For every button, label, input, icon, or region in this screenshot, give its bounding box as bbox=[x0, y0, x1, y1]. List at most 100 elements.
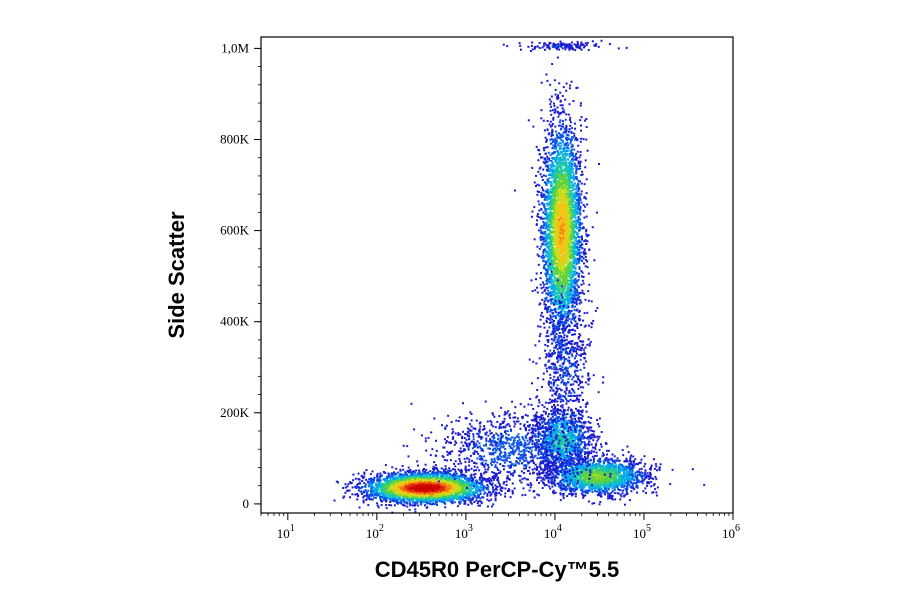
event-dot bbox=[584, 298, 587, 301]
event-dot bbox=[388, 491, 391, 494]
event-dot bbox=[401, 493, 404, 496]
event-dot bbox=[415, 480, 418, 483]
event-dot bbox=[439, 492, 442, 495]
event-dot bbox=[366, 492, 369, 494]
event-dot bbox=[580, 174, 583, 176]
event-dot bbox=[450, 497, 453, 500]
event-dot bbox=[550, 283, 553, 286]
event-dot bbox=[434, 493, 437, 496]
event-dot bbox=[550, 195, 553, 198]
event-dot bbox=[448, 494, 451, 497]
event-dot bbox=[497, 476, 500, 479]
event-dot bbox=[490, 498, 493, 501]
event-dot bbox=[390, 487, 392, 490]
event-dot bbox=[431, 493, 434, 496]
event-dot bbox=[569, 312, 572, 315]
event-dot bbox=[450, 494, 453, 497]
event-dot bbox=[430, 481, 432, 484]
event-dot bbox=[390, 504, 393, 507]
event-dot bbox=[563, 310, 566, 313]
event-dot bbox=[383, 484, 386, 487]
event-dot bbox=[429, 470, 432, 473]
event-dot bbox=[376, 504, 379, 507]
event-dot bbox=[397, 482, 400, 485]
event-dot bbox=[461, 490, 464, 493]
event-dot bbox=[387, 481, 390, 484]
event-dot bbox=[404, 471, 406, 474]
event-dot bbox=[456, 505, 459, 508]
event-dot bbox=[376, 479, 378, 482]
event-dot bbox=[544, 343, 547, 346]
event-dot bbox=[552, 116, 555, 119]
event-dot bbox=[455, 494, 458, 496]
event-dot bbox=[368, 496, 371, 499]
event-dot bbox=[367, 489, 370, 492]
event-dot bbox=[500, 490, 503, 492]
event-dot bbox=[434, 464, 437, 467]
event-dot bbox=[460, 490, 463, 493]
event-dot bbox=[437, 493, 440, 496]
event-dot bbox=[578, 295, 581, 298]
event-dot bbox=[398, 488, 401, 490]
event-dot bbox=[399, 482, 402, 485]
event-dot bbox=[585, 215, 588, 218]
event-dot bbox=[548, 273, 551, 276]
event-dot bbox=[455, 482, 458, 485]
event-dot bbox=[415, 502, 418, 505]
event-dot bbox=[483, 492, 486, 495]
event-dot bbox=[552, 362, 555, 365]
event-dot bbox=[572, 136, 575, 139]
event-dot bbox=[561, 95, 564, 97]
event-dot bbox=[363, 475, 366, 478]
event-dot bbox=[469, 487, 472, 490]
event-dot bbox=[365, 469, 368, 471]
event-dot bbox=[545, 279, 548, 282]
event-dot bbox=[560, 125, 563, 128]
event-dot bbox=[420, 483, 423, 486]
event-dot bbox=[391, 493, 393, 496]
event-dot bbox=[571, 260, 574, 263]
event-dot bbox=[405, 472, 408, 475]
event-dot bbox=[348, 489, 351, 492]
event-dot bbox=[402, 491, 405, 494]
event-dot bbox=[458, 500, 461, 503]
event-dot bbox=[567, 147, 570, 150]
event-dot bbox=[569, 142, 572, 145]
event-dot bbox=[369, 498, 372, 501]
event-dot bbox=[465, 470, 468, 473]
event-dot bbox=[540, 311, 543, 314]
event-dot bbox=[412, 504, 415, 507]
event-dot bbox=[372, 482, 375, 485]
event-dot bbox=[464, 496, 467, 499]
event-dot bbox=[561, 155, 564, 158]
event-dot bbox=[437, 473, 440, 476]
event-dot bbox=[460, 481, 463, 484]
event-dot bbox=[455, 477, 458, 480]
event-dot bbox=[414, 497, 417, 499]
event-dot bbox=[416, 473, 419, 476]
event-dot bbox=[379, 472, 382, 475]
event-dot bbox=[459, 500, 462, 503]
event-dot bbox=[391, 475, 394, 478]
event-dot bbox=[570, 172, 572, 175]
event-dot bbox=[398, 501, 401, 504]
event-dot bbox=[432, 474, 435, 477]
event-dot bbox=[541, 186, 543, 189]
event-dot bbox=[550, 293, 553, 295]
event-dot bbox=[558, 332, 561, 334]
event-dot bbox=[468, 495, 471, 498]
event-dot bbox=[558, 174, 561, 177]
event-dot bbox=[459, 480, 461, 482]
event-dot bbox=[442, 496, 445, 499]
event-dot bbox=[428, 482, 431, 485]
event-dot bbox=[391, 494, 394, 497]
event-dot bbox=[554, 125, 557, 128]
event-dot bbox=[552, 118, 555, 121]
event-dot bbox=[410, 493, 412, 495]
event-dot bbox=[564, 130, 567, 133]
event-dot bbox=[556, 368, 559, 371]
event-dot bbox=[544, 227, 547, 230]
event-dot bbox=[422, 501, 425, 504]
event-dot bbox=[375, 494, 378, 497]
event-dot bbox=[417, 493, 420, 496]
